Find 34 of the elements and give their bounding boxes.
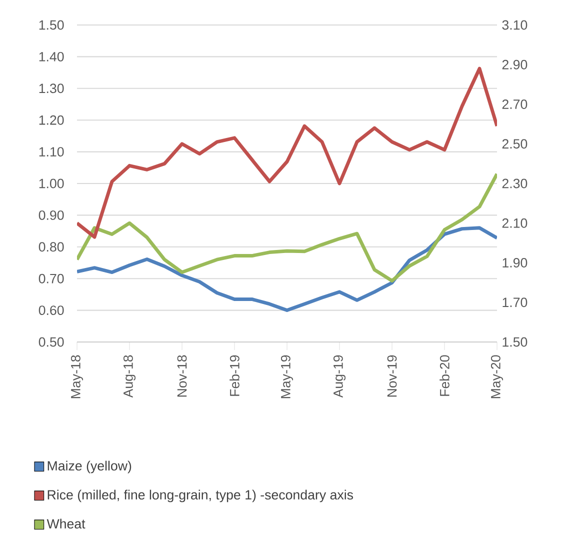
legend-label: Maize (yellow)	[48, 460, 132, 474]
legend-label: Wheat	[46, 518, 86, 529]
x-tick-label: Aug-19	[333, 355, 346, 398]
y2-tick-label: 2.90	[502, 60, 528, 70]
y2-tick-label: 2.10	[502, 218, 528, 228]
y-tick-label: 0.80	[38, 242, 64, 252]
y-tick-label: 0.90	[38, 210, 64, 220]
x-tick-label: Nov-18	[177, 355, 187, 397]
y-tick-label: 1.40	[39, 52, 64, 62]
y-tick-label: 1.50	[39, 20, 64, 30]
y2-tick-label: 2.50	[502, 139, 528, 149]
y2-tick-label: 3.10	[502, 20, 528, 30]
y-tick-label: 0.50	[38, 337, 64, 347]
line-series	[77, 172, 498, 283]
line-series	[77, 226, 498, 312]
y-tick-label: 1.10	[39, 147, 64, 157]
x-tick-label: Nov-19	[387, 355, 397, 397]
x-tick-label: Aug-18	[123, 355, 136, 398]
x-tick-label: May-20	[490, 355, 504, 398]
y-tick-label: 0.60	[38, 306, 64, 316]
y2-tick-label: 1.50	[502, 337, 528, 347]
legend-label: Rice (milled, fine long-grain, type 1) -secondary axis	[48, 490, 354, 502]
y-tick-label: 1.00	[39, 178, 64, 188]
y2-tick-label: 2.70	[502, 100, 528, 109]
x-tick-label: Feb-20	[440, 355, 450, 396]
x-tick-label: May-18	[70, 355, 84, 398]
x-tick-label: Feb-19	[230, 355, 240, 396]
x-tick-label: May-19	[280, 355, 294, 398]
y-tick-label: 1.20	[39, 115, 64, 125]
y2-tick-label: 1.90	[502, 258, 528, 268]
y-tick-label: 0.70	[38, 274, 64, 284]
y-tick-label: 1.30	[39, 84, 64, 94]
y2-tick-label: 1.70	[502, 298, 528, 308]
y2-tick-label: 2.30	[502, 178, 528, 188]
